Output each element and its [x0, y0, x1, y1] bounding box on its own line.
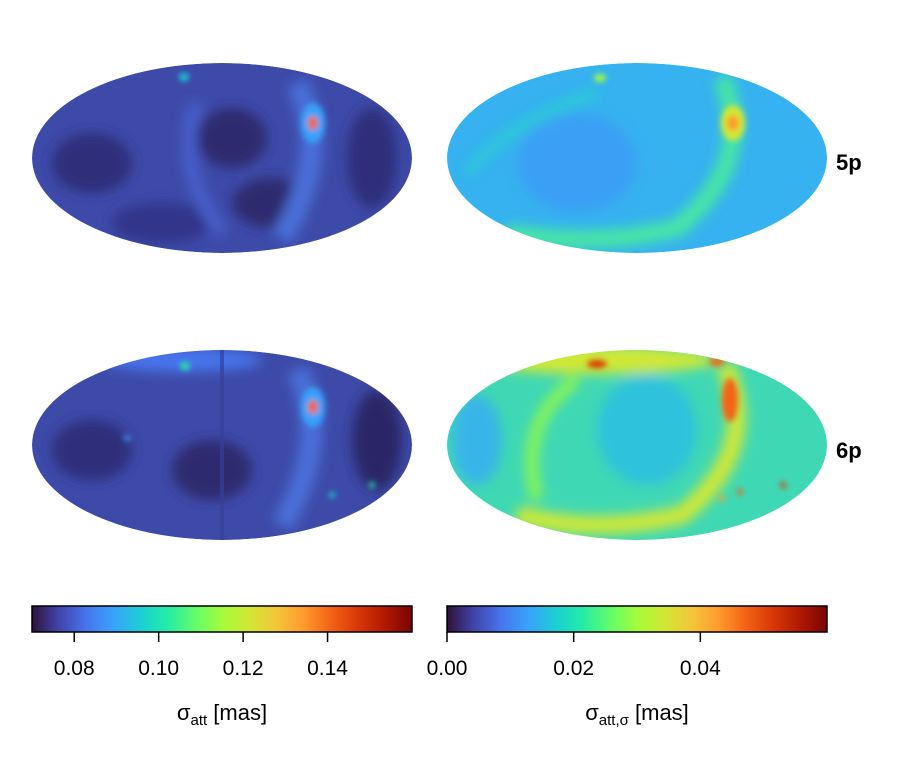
- row-label-6p: 6p: [836, 438, 862, 463]
- colorbar-tick-label: 0.12: [223, 657, 264, 680]
- colorbar-gradient: [31, 605, 413, 633]
- map-5p-sigma-att-sigma: [447, 63, 827, 253]
- colorbar-tick-label: 0.10: [138, 657, 179, 680]
- colorbar-2: 0.00 0.02 0.04 σatt,σ [mas]: [427, 605, 828, 729]
- colorbar-label: σatt,σ [mas]: [585, 700, 689, 729]
- colorbar-label: σatt [mas]: [177, 700, 267, 729]
- colorbar-tick-label: 0.04: [680, 657, 721, 680]
- colorbar-tick-label: 0.08: [54, 657, 95, 680]
- colorbar-tick-label: 0.02: [553, 657, 594, 680]
- map-5p-sigma-att: [32, 63, 412, 253]
- colorbar-tick-label: 0.14: [307, 657, 348, 680]
- row-label-5p: 5p: [836, 150, 862, 175]
- colorbar-1: 0.08 0.10 0.12 0.14 σatt [mas]: [31, 605, 413, 729]
- colorbar-tick-label: 0.00: [427, 657, 468, 680]
- map-6p-sigma-att-sigma: [447, 350, 827, 540]
- colorbar-gradient: [446, 605, 828, 633]
- map-6p-sigma-att: [32, 350, 412, 540]
